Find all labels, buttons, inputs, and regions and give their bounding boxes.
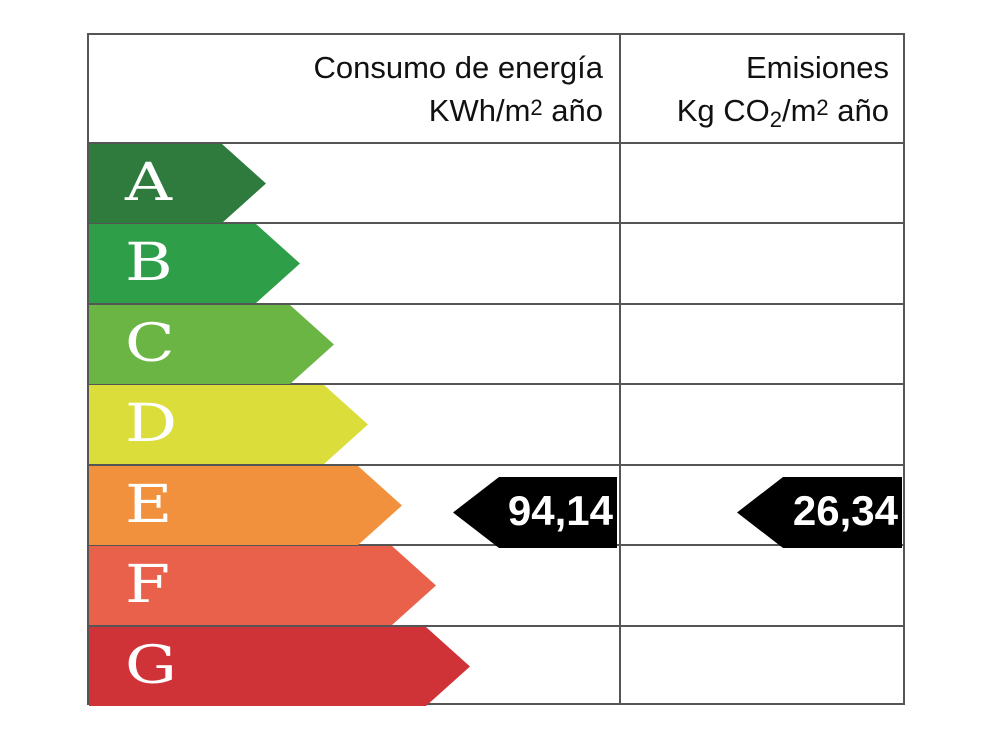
row-divider (87, 383, 905, 385)
emissions-unit: Kg CO2/m2 año (677, 88, 889, 140)
rating-arrow-a: A (89, 144, 266, 223)
rating-arrow-f: F (89, 546, 436, 625)
rating-letter: B (125, 233, 173, 293)
rating-letter: G (125, 636, 177, 696)
row-divider (87, 303, 905, 305)
rating-letter: D (125, 394, 178, 454)
rating-letter: E (125, 475, 173, 535)
emissions-unit-sub: 2 (769, 107, 782, 132)
rating-arrow-b: B (89, 224, 300, 303)
row-divider (87, 464, 905, 466)
emissions-title: Emisiones (746, 50, 889, 85)
energy-header: Consumo de energía KWh/m2 año (313, 48, 603, 131)
rating-arrow-g: G (89, 627, 470, 706)
row-divider (87, 625, 905, 627)
rating-letter: C (125, 314, 175, 374)
energy-label-table (87, 33, 905, 705)
column-divider (619, 33, 621, 705)
row-divider (87, 142, 905, 144)
energy-value: 94,14 (507, 487, 613, 534)
emissions-unit-text: Kg CO (676, 93, 770, 128)
emissions-unit-year: año (828, 93, 889, 128)
energy-unit-sup: 2 (530, 95, 543, 120)
emissions-header: Emisiones Kg CO2/m2 año (677, 48, 889, 140)
emissions-value: 26,34 (792, 487, 898, 534)
energy-unit-year: año (542, 93, 603, 128)
emissions-unit-mid: /m (781, 93, 817, 128)
rating-arrow-e: E (89, 466, 402, 545)
rating-letter: F (125, 555, 171, 615)
energy-unit: KWh/m2 año (313, 88, 603, 131)
emissions-unit-sup: 2 (816, 95, 829, 120)
energy-unit-text: KWh/m (428, 93, 531, 128)
rating-letter: A (125, 153, 172, 213)
rating-arrow-c: C (89, 305, 334, 384)
rating-arrow-d: D (89, 385, 368, 464)
row-divider (87, 222, 905, 224)
energy-title: Consumo de energía (313, 50, 603, 85)
